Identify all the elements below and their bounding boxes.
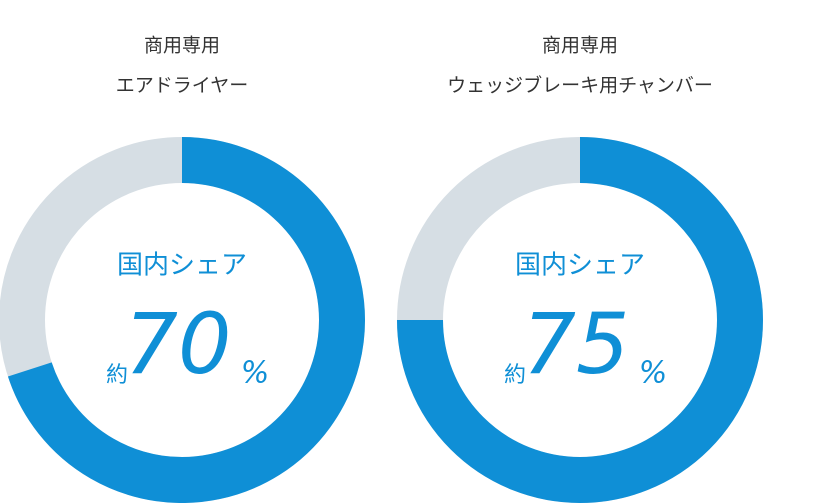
donut-segment <box>397 137 763 503</box>
chart-title: 商用専用 <box>144 35 220 57</box>
center-label: 国内シェア <box>117 251 247 281</box>
unit-label: % <box>639 356 668 391</box>
prefix-label: 約 <box>106 363 128 388</box>
chart-title: 商用専用 <box>542 35 618 57</box>
donut-segment <box>7 137 365 503</box>
chart-subtitle: ウェッジブレーキ用チャンバー <box>447 74 713 97</box>
prefix-label: 約 <box>504 363 526 388</box>
value-label: 70 <box>125 295 232 393</box>
unit-label: % <box>241 356 270 391</box>
value-label: 75 <box>523 295 630 393</box>
center-label: 国内シェア <box>515 251 645 281</box>
chart-subtitle: エアドライヤー <box>116 75 248 97</box>
